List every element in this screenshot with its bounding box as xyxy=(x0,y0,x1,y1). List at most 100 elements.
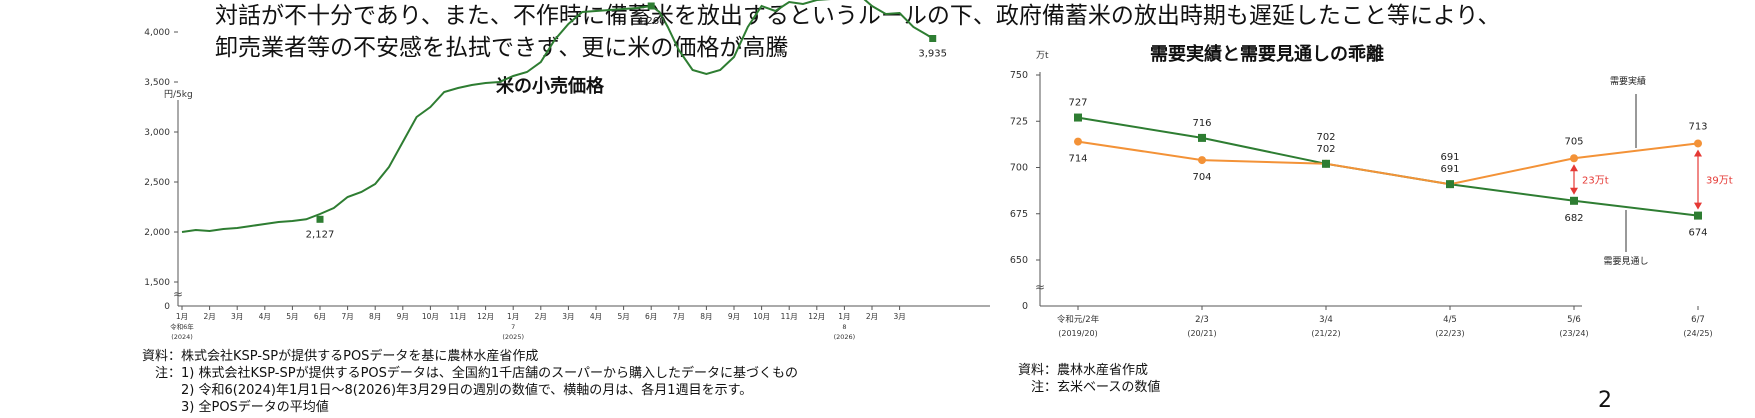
retail-x-month-label: 3月 xyxy=(562,312,574,321)
demand-y-tick-label: 750 xyxy=(1010,70,1028,81)
retail-x-month-label: 12月 xyxy=(808,312,825,321)
headline: 対話が不十分であり、また、不作時に備蓄米を放出するというルールの下、政府備蓄米の… xyxy=(215,0,1715,64)
demand-gap-label: 23万t xyxy=(1582,176,1609,187)
demand-gap-label: 39万t xyxy=(1706,176,1733,187)
demand-y-tick-label: 650 xyxy=(1010,255,1028,266)
demand-forecast-data-label: 702 xyxy=(1316,144,1335,155)
demand-x-category-sublabel: (2019/20) xyxy=(1058,329,1097,338)
headline-line-1: 対話が不十分であり、また、不作時に備蓄米を放出するというルールの下、政府備蓄米の… xyxy=(215,3,1501,29)
retail-x-month-label: 2月 xyxy=(203,312,215,321)
demand-y-tick-label: 725 xyxy=(1010,116,1028,127)
retail-x-year-label: (2026) xyxy=(834,333,856,341)
demand-x-category-label: 3/4 xyxy=(1319,315,1333,325)
retail-x-month-label: 12月 xyxy=(477,312,494,321)
demand-x-category-label: 2/3 xyxy=(1195,315,1209,325)
demand-actual-marker xyxy=(1198,156,1206,165)
retail-x-month-label: 2月 xyxy=(535,312,547,321)
demand-x-category-sublabel: (24/25) xyxy=(1683,329,1712,338)
retail-x-month-label: 5月 xyxy=(286,312,298,321)
demand-actual-data-label: 702 xyxy=(1316,132,1335,143)
right-note-source: 資料：農林水産省作成 xyxy=(1018,363,1149,378)
page-number: 2 xyxy=(1598,388,1612,413)
demand-gap-arrow-head-down xyxy=(1570,187,1578,195)
retail-y-tick-label: 1,500 xyxy=(144,278,170,288)
retail-x-month-label: 5月 xyxy=(617,312,629,321)
demand-forecast-data-label: 682 xyxy=(1564,213,1583,224)
retail-x-month-label: 9月 xyxy=(728,312,740,321)
left-notes: 資料：株式会社KSP-SPが提供するPOSデータを基に農林水産省作成 注：1) … xyxy=(142,348,798,416)
retail-y-tick-label: 3,000 xyxy=(144,128,170,138)
retail-x-year-label: (2025) xyxy=(502,333,524,341)
demand-x-category-label: 4/5 xyxy=(1443,315,1457,325)
retail-x-month-label: 9月 xyxy=(397,312,409,321)
retail-x-month-label: 3月 xyxy=(893,312,905,321)
demand-forecast-marker xyxy=(1694,211,1702,220)
demand-x-category-sublabel: (22/23) xyxy=(1435,329,1464,338)
retail-x-month-label: 6月 xyxy=(645,312,657,321)
retail-x-month-label: 1月 xyxy=(176,312,188,321)
right-note-1: 注：玄米ベースの数値 xyxy=(1018,380,1161,395)
retail-x-year-label: 令和6年 xyxy=(170,322,194,331)
demand-actual-data-label: 691 xyxy=(1440,152,1459,163)
retail-price-chart-title: 米の小売価格 xyxy=(496,76,604,97)
retail-x-month-label: 1月 xyxy=(507,312,519,321)
retail-x-month-label: 3月 xyxy=(231,312,243,321)
retail-price-marker xyxy=(316,215,324,223)
demand-x-category-label: 令和元/2年 xyxy=(1057,314,1100,325)
demand-forecast-marker xyxy=(1570,196,1578,205)
retail-x-month-label: 8月 xyxy=(369,312,381,321)
demand-forecast-line xyxy=(1077,116,1699,217)
retail-y-tick-label: 4,000 xyxy=(144,28,170,38)
demand-actual-marker xyxy=(1074,137,1082,146)
demand-actual-data-label: 713 xyxy=(1688,121,1707,132)
demand-actual-data-label: 704 xyxy=(1192,172,1211,183)
retail-price-data-label: 2,127 xyxy=(306,229,335,240)
retail-price-data-label: 3,935 xyxy=(918,49,947,60)
demand-forecast-data-label: 727 xyxy=(1068,98,1087,109)
retail-price-line xyxy=(181,0,934,233)
demand-gap-chart-title: 需要実績と需要見通しの乖離 xyxy=(1150,44,1384,65)
demand-x-category-label: 5/6 xyxy=(1567,315,1581,325)
demand-forecast-marker xyxy=(1322,159,1330,168)
demand-forecast-marker xyxy=(1074,113,1082,122)
demand-forecast-marker xyxy=(1446,180,1454,189)
headline-line-2: 卸売業者等の不安感を払拭できず、更に米の価格が高騰 xyxy=(215,35,789,61)
demand-gap-arrow-head-down xyxy=(1694,202,1702,210)
demand-x-category-label: 6/7 xyxy=(1691,315,1705,325)
retail-x-month-label: 1月 xyxy=(838,312,850,321)
retail-y-tick-label: 3,500 xyxy=(144,78,170,88)
demand-forecast-marker xyxy=(1198,133,1206,142)
retail-x-month-label: 4月 xyxy=(259,312,271,321)
retail-x-month-label: 4月 xyxy=(590,312,602,321)
retail-x-year-label: 7 xyxy=(511,323,515,331)
demand-actual-marker xyxy=(1570,154,1578,163)
retail-x-year-label: 8 xyxy=(842,323,846,331)
retail-x-month-label: 8月 xyxy=(700,312,712,321)
demand-actual-marker xyxy=(1694,139,1702,148)
demand-actual-line xyxy=(1077,140,1699,186)
retail-x-month-label: 7月 xyxy=(341,312,353,321)
left-note-2: 2) 令和6(2024)年1月1日～8(2026)年3月29日の週別の数値で、横… xyxy=(142,383,753,398)
right-notes: 資料：農林水産省作成 注：玄米ベースの数値 xyxy=(1018,362,1160,396)
retail-y-tick-label: 2,500 xyxy=(144,178,170,188)
retail-x-month-label: 6月 xyxy=(314,312,326,321)
demand-forecast-data-label: 691 xyxy=(1440,164,1459,175)
retail-axis-break: ≈ xyxy=(173,287,183,301)
retail-x-year-label: (2024) xyxy=(171,333,193,341)
demand-actual-series-name: 需要実績 xyxy=(1610,75,1646,87)
demand-actual-data-label: 705 xyxy=(1564,136,1583,147)
demand-actual-data-label: 714 xyxy=(1068,154,1087,165)
demand-y-tick-label: 700 xyxy=(1010,163,1028,174)
retail-y-tick-label: 2,000 xyxy=(144,228,170,238)
demand-axis-break: ≈ xyxy=(1035,280,1045,294)
retail-price-data-label: 4,260 xyxy=(637,16,666,27)
demand-gap-arrow-head-up xyxy=(1570,164,1578,172)
retail-x-month-label: 10月 xyxy=(753,312,770,321)
retail-y-zero-label: 0 xyxy=(164,302,170,312)
retail-x-month-label: 11月 xyxy=(781,312,798,321)
demand-forecast-series-name: 需要見通し xyxy=(1603,256,1648,267)
retail-x-month-label: 10月 xyxy=(422,312,439,321)
retail-y-axis-unit: 円/5kg xyxy=(164,89,193,100)
left-note-3: 3) 全POSデータの平均値 xyxy=(142,400,329,415)
demand-x-category-sublabel: (20/21) xyxy=(1187,329,1216,338)
